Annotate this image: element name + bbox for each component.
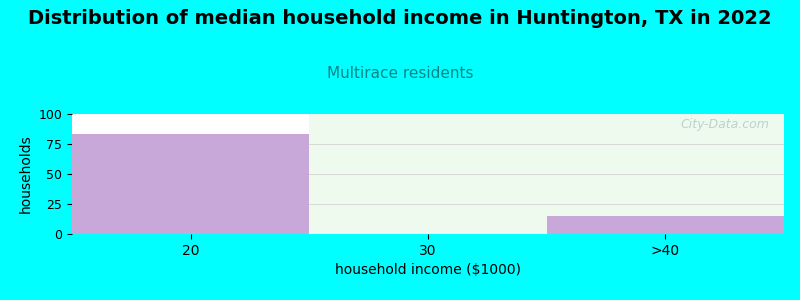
- Bar: [310, 114, 546, 234]
- Text: Multirace residents: Multirace residents: [326, 66, 474, 81]
- Bar: [546, 114, 784, 234]
- Text: City-Data.com: City-Data.com: [681, 118, 770, 130]
- X-axis label: household income ($1000): household income ($1000): [335, 263, 521, 277]
- Bar: [546, 216, 784, 234]
- Bar: [72, 134, 310, 234]
- Y-axis label: households: households: [19, 135, 33, 213]
- Text: Distribution of median household income in Huntington, TX in 2022: Distribution of median household income …: [28, 9, 772, 28]
